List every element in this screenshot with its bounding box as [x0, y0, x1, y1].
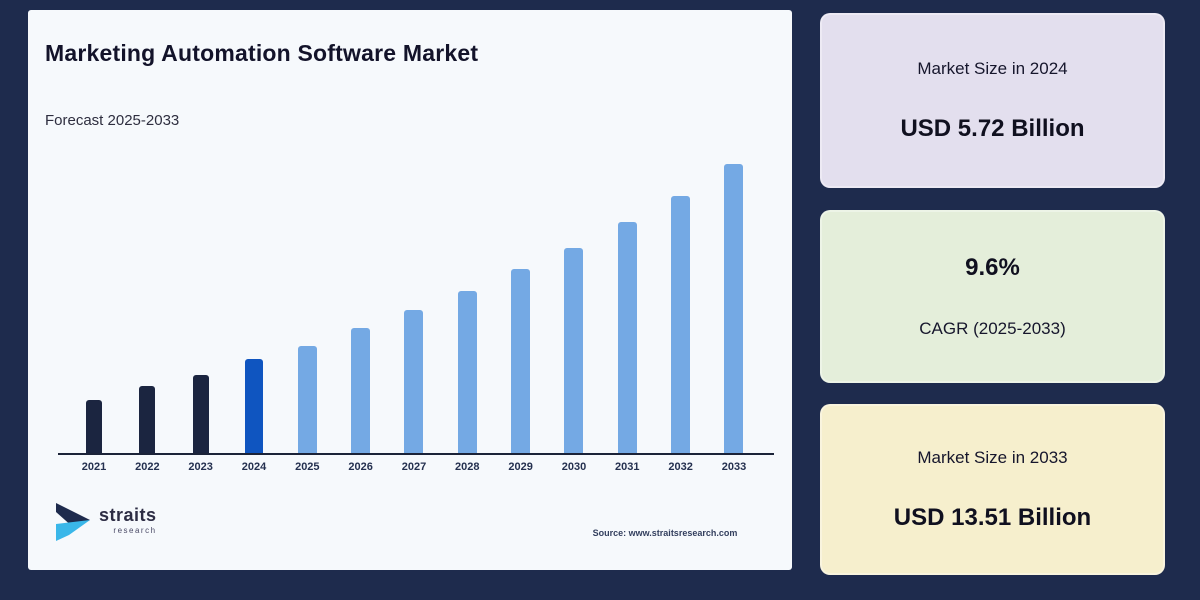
x-tick-2021: 2021 [81, 461, 107, 473]
logo-cyan-ribbon [56, 520, 90, 541]
x-tick-2022: 2022 [135, 461, 160, 473]
stat-card-cagr: 9.6% CAGR (2025-2033) [820, 210, 1165, 383]
bar-2028 [457, 291, 477, 453]
x-tick-2030: 2030 [561, 461, 587, 473]
brand-subname: research [113, 525, 157, 535]
x-tick-2023: 2023 [188, 461, 213, 473]
bar-2022 [139, 386, 156, 453]
x-tick-2031: 2031 [615, 461, 640, 473]
x-tick-2027: 2027 [401, 461, 427, 473]
bar-2024 [244, 359, 263, 453]
x-tick-2029: 2029 [508, 461, 533, 473]
stat-card-market-size-2033: Market Size in 2033 USD 13.51 Billion [820, 404, 1165, 575]
bar-2023 [192, 375, 209, 453]
x-tick-2025: 2025 [295, 461, 320, 473]
stat-label-2033: Market Size in 2033 [917, 448, 1068, 467]
bar-2030 [564, 248, 584, 453]
stat-value-cagr: 9.6% [965, 254, 1020, 281]
page-title: Marketing Automation Software Market [45, 40, 479, 66]
source-note: Source: www.straitsresearch.com [592, 528, 738, 538]
stat-value-2033: USD 13.51 Billion [893, 504, 1092, 531]
chart-panel: Marketing Automation Software Market For… [28, 10, 792, 570]
bar-2025 [297, 346, 317, 453]
x-tick-2028: 2028 [455, 461, 480, 473]
bar-2026 [351, 328, 371, 453]
x-tick-2024: 2024 [241, 461, 267, 473]
bar-2032 [671, 196, 691, 453]
stat-label-2024: Market Size in 2024 [917, 59, 1068, 78]
brand-logo: straits research [53, 498, 157, 542]
forecast-subtitle: Forecast 2025-2033 [45, 112, 180, 129]
bar-2031 [617, 222, 637, 453]
straits-arrow-icon [53, 498, 93, 542]
x-tick-2033: 2033 [721, 461, 747, 473]
bar-2021 [86, 400, 102, 453]
stat-label-cagr: CAGR (2025-2033) [919, 319, 1066, 338]
stat-card-market-size-2024: Market Size in 2024 USD 5.72 Billion [820, 13, 1165, 188]
bar-2027 [404, 310, 424, 453]
brand-name: straits [99, 504, 157, 525]
x-tick-2026: 2026 [348, 461, 373, 473]
x-axis-line [58, 453, 774, 455]
plot-area: 2021 2022 2023 2024 2025 2026 2027 2028 2029 2030… [60, 164, 770, 473]
stat-value-2024: USD 5.72 Billion [900, 115, 1085, 142]
x-tick-2032: 2032 [668, 461, 693, 473]
bar-2029 [511, 269, 531, 453]
bar-2033 [724, 164, 744, 453]
